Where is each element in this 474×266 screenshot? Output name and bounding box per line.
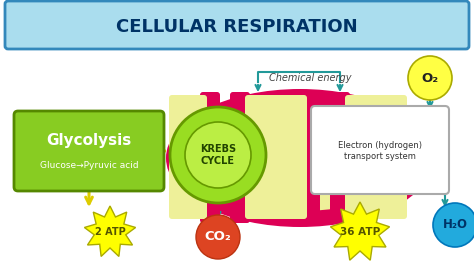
Text: Glycolysis: Glycolysis [46, 134, 132, 148]
FancyBboxPatch shape [330, 92, 350, 223]
Text: 2 ATP: 2 ATP [95, 227, 126, 237]
Text: 36 ATP: 36 ATP [340, 227, 380, 237]
Ellipse shape [182, 105, 418, 211]
Text: O₂: O₂ [421, 72, 438, 85]
FancyBboxPatch shape [169, 95, 207, 219]
Text: Chemical energy: Chemical energy [269, 73, 351, 83]
FancyBboxPatch shape [300, 92, 320, 223]
Polygon shape [84, 206, 136, 256]
FancyBboxPatch shape [5, 1, 469, 49]
Ellipse shape [166, 89, 434, 227]
FancyBboxPatch shape [14, 111, 164, 191]
Text: H₂O: H₂O [443, 218, 467, 231]
FancyBboxPatch shape [230, 92, 250, 223]
Circle shape [185, 122, 251, 188]
Circle shape [196, 215, 240, 259]
Text: CELLULAR RESPIRATION: CELLULAR RESPIRATION [116, 18, 358, 36]
Circle shape [408, 56, 452, 100]
Polygon shape [330, 202, 390, 260]
FancyBboxPatch shape [245, 95, 307, 219]
Text: KREBS
CYCLE: KREBS CYCLE [200, 144, 236, 166]
Circle shape [170, 107, 266, 203]
Text: Glucose→Pyruvic acid: Glucose→Pyruvic acid [40, 160, 138, 169]
Text: Electron (hydrogen)
transport system: Electron (hydrogen) transport system [338, 141, 422, 161]
FancyBboxPatch shape [200, 92, 220, 223]
FancyBboxPatch shape [311, 106, 449, 194]
Circle shape [433, 203, 474, 247]
Text: CO₂: CO₂ [205, 231, 231, 243]
FancyBboxPatch shape [345, 95, 407, 219]
